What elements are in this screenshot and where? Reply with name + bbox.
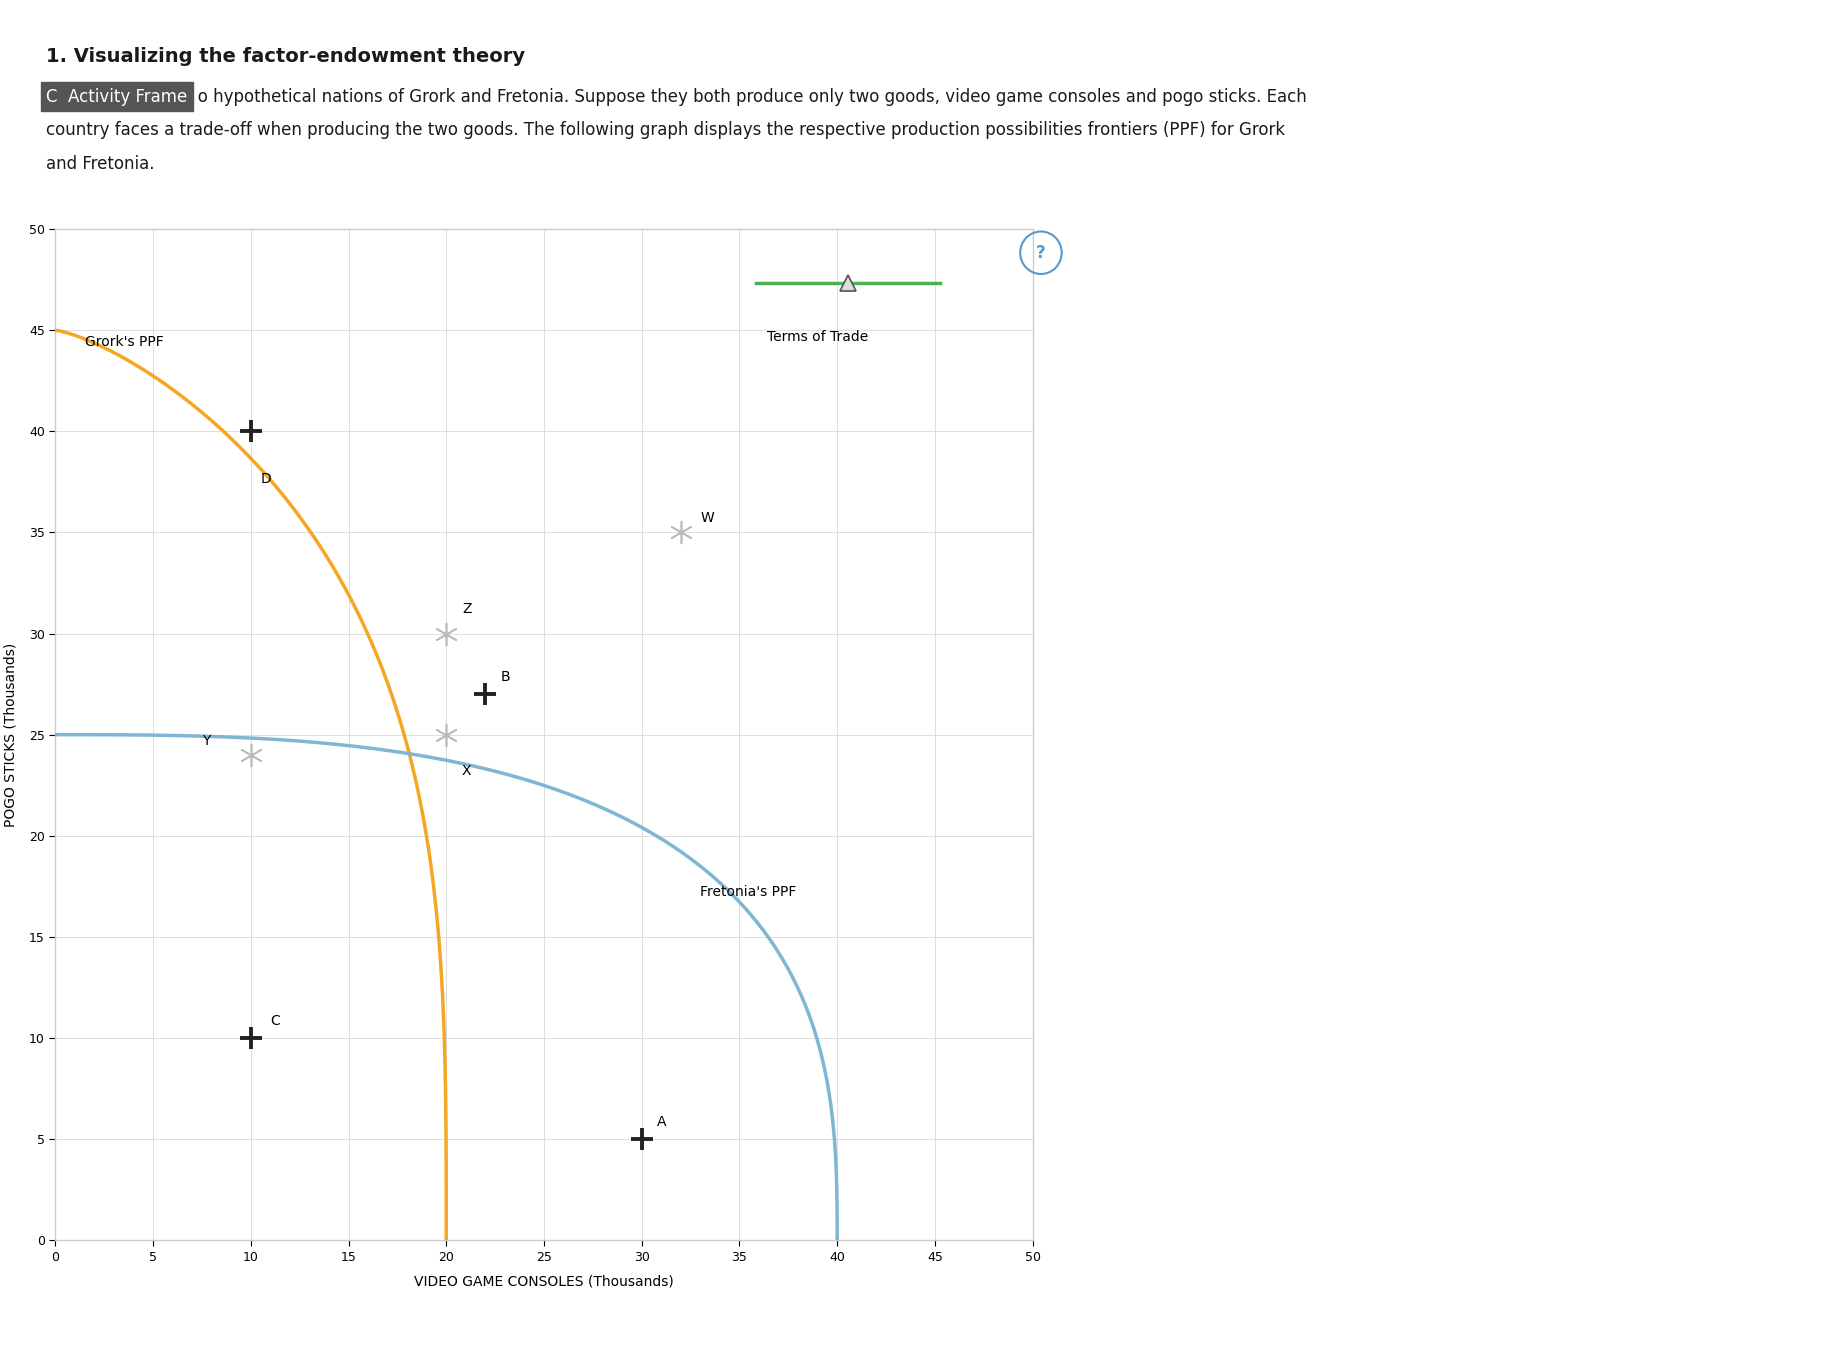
Text: B: B: [502, 670, 511, 685]
Text: C  Activity Frame  o hypothetical nations of Grork and Fretonia. Suppose they bo: C Activity Frame o hypothetical nations …: [46, 88, 1307, 105]
Text: C  Activity Frame: C Activity Frame: [46, 88, 188, 105]
Point: [431, 724, 461, 745]
Text: Terms of Trade: Terms of Trade: [767, 330, 869, 344]
Text: C: C: [271, 1014, 280, 1027]
Text: D: D: [260, 472, 271, 485]
Text: ?: ?: [1036, 244, 1046, 262]
Text: Grork's PPF: Grork's PPF: [85, 336, 164, 349]
Text: country faces a trade-off when producing the two goods. The following graph disp: country faces a trade-off when producing…: [46, 121, 1285, 139]
Text: Fretonia's PPF: Fretonia's PPF: [701, 886, 797, 899]
Text: A: A: [656, 1115, 668, 1130]
Text: X: X: [461, 764, 472, 778]
Text: 1. Visualizing the factor-endowment theory: 1. Visualizing the factor-endowment theo…: [46, 47, 526, 66]
Point: [666, 522, 695, 543]
Point: [236, 744, 266, 766]
Text: Z: Z: [461, 603, 472, 616]
Text: Y: Y: [203, 733, 210, 748]
X-axis label: VIDEO GAME CONSOLES (Thousands): VIDEO GAME CONSOLES (Thousands): [415, 1275, 673, 1289]
Text: and Fretonia.: and Fretonia.: [46, 155, 155, 173]
Y-axis label: POGO STICKS (Thousands): POGO STICKS (Thousands): [4, 643, 18, 826]
Text: W: W: [701, 511, 714, 526]
Point: [431, 623, 461, 644]
